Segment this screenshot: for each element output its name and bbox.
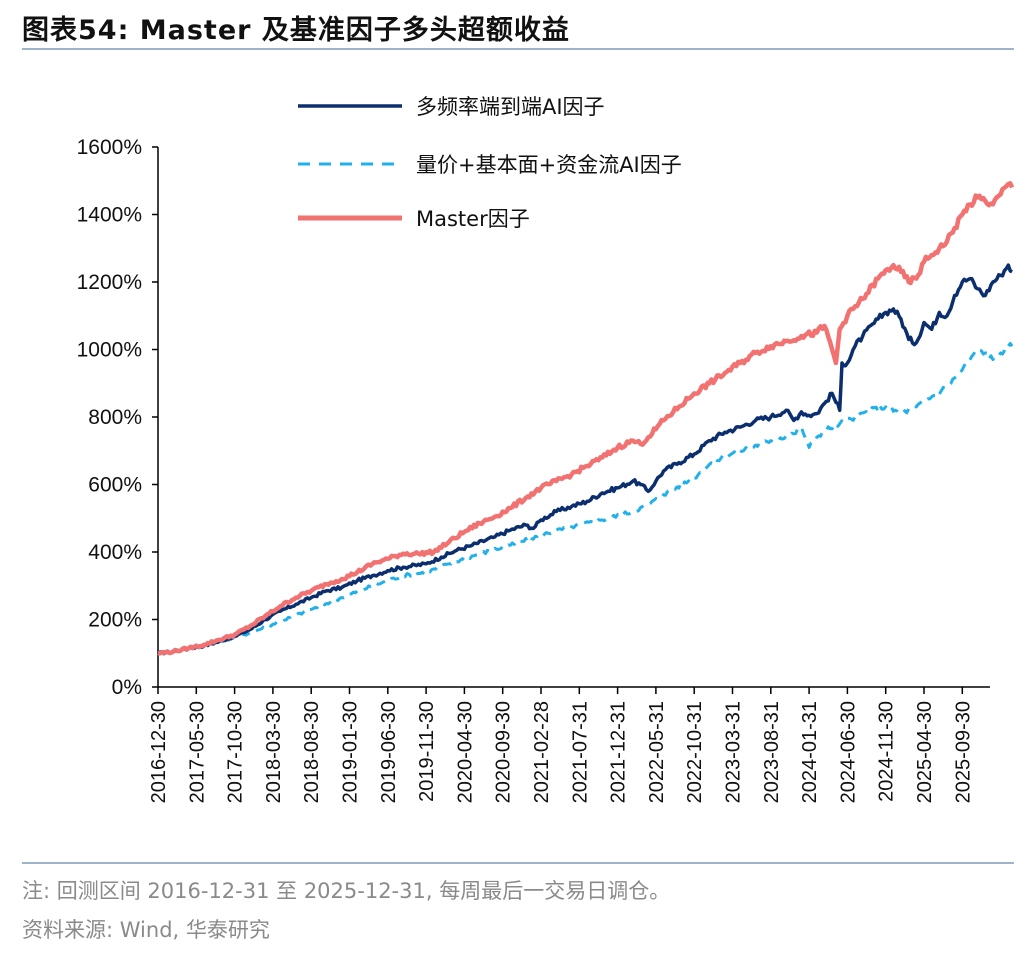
x-tick-label: 2021-02-28 [531, 701, 553, 803]
x-tick-label: 2016-12-30 [148, 701, 170, 803]
axes-layer: 0% 200% 400% 600% 800% 1000% 1200% 1400% 1600% 20… [77, 136, 990, 803]
legend-label: 量价+基本面+资金流AI因子 [416, 153, 682, 177]
x-tick-label: 2021-07-31 [569, 701, 591, 803]
line-chart: 0% 200% 400% 600% 800% 1000% 1200% 1400% 1600% 20… [77, 95, 1015, 803]
y-tick-label: 1600% [77, 136, 142, 159]
x-tick-label: 2017-05-30 [186, 701, 208, 803]
title-divider [22, 48, 1014, 50]
x-tick-label: 2024-01-31 [799, 701, 821, 803]
x-tick-label: 2019-01-30 [340, 701, 362, 803]
series-line-volume-price-ai [157, 342, 1014, 656]
x-tick-label: 2018-08-30 [301, 701, 323, 803]
x-tick-label: 2019-06-30 [378, 701, 400, 803]
x-tick-label: 2022-10-31 [684, 701, 706, 803]
x-tick-label: 2020-09-30 [493, 701, 515, 803]
backtest-note: 注: 回测区间 2016-12-31 至 2025-12-31, 每周最后一交易… [22, 879, 671, 903]
x-tick-label: 2018-03-30 [263, 701, 285, 803]
y-tick-label: 0% [112, 676, 142, 699]
x-tick-label: 2020-04-30 [454, 701, 476, 803]
figure-title: 图表54: Master 及基准因子多头超额收益 [22, 15, 570, 46]
legend-label: 多频率端到端AI因子 [416, 95, 605, 119]
x-tick-label: 2023-08-31 [761, 701, 783, 803]
y-tick-label: 1200% [77, 271, 142, 294]
y-tick-label: 800% [88, 406, 142, 429]
y-tick-label: 400% [88, 541, 142, 564]
y-tick-label: 1000% [77, 339, 142, 362]
y-tick-label: 600% [88, 474, 142, 497]
footer-divider [22, 862, 1014, 864]
x-tick-label: 2024-06-30 [837, 701, 859, 803]
x-tick-label: 2025-04-30 [914, 701, 936, 803]
x-tick-label: 2023-03-31 [723, 701, 745, 803]
x-tick-label: 2024-11-30 [876, 701, 898, 802]
source-note: 资料来源: Wind, 华泰研究 [22, 918, 270, 942]
x-tick-label: 2021-12-31 [608, 701, 630, 803]
series-line-master [157, 181, 1015, 656]
series-layer [157, 181, 1015, 656]
x-tick-label: 2025-09-30 [952, 701, 974, 803]
y-tick-label: 200% [88, 609, 142, 632]
x-tick-label: 2019-11-30 [416, 701, 438, 802]
legend-label: Master因子 [416, 207, 530, 231]
series-line-multi-freq-ai [157, 263, 1013, 656]
y-tick-label: 1400% [77, 204, 142, 227]
x-tick-label: 2017-10-30 [225, 701, 247, 803]
x-tick-label: 2022-05-31 [646, 701, 668, 803]
